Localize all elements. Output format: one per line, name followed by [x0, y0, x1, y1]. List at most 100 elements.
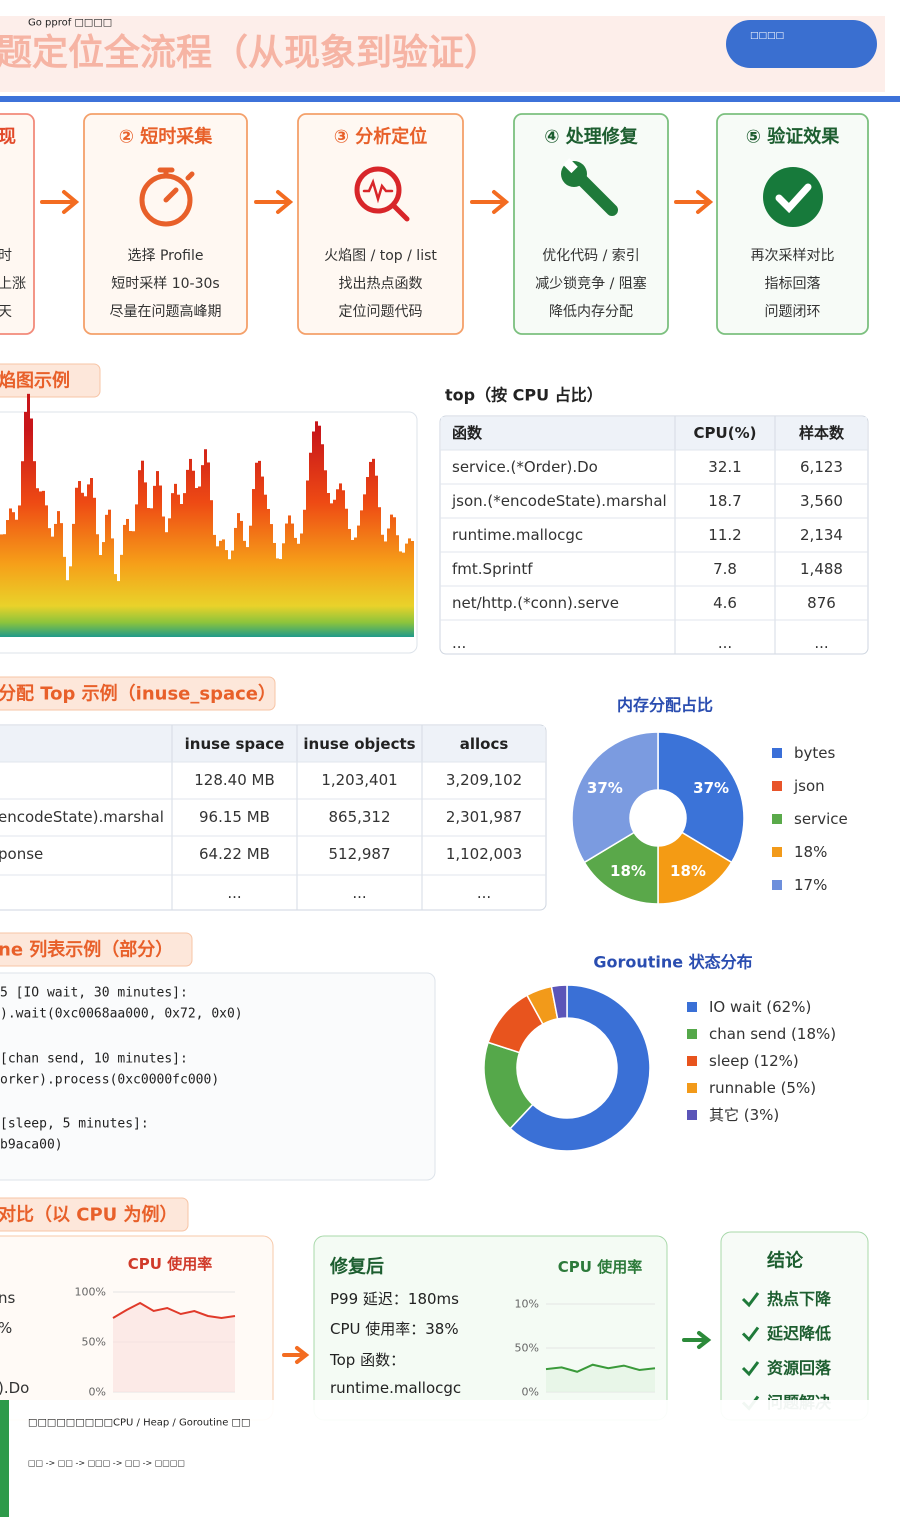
table-header-cell: allocs [460, 735, 509, 753]
legend-swatch [687, 1110, 697, 1120]
flame-column [369, 461, 372, 637]
card-line: runtime.mallocgc [330, 1379, 461, 1397]
flame-column [396, 535, 399, 637]
chart-title: CPU 使用率 [558, 1258, 642, 1276]
step-title: ② 短时采集 [119, 126, 214, 148]
section-pill [0, 363, 101, 398]
flame-column [261, 476, 264, 637]
step-line: 降低内存分配 [549, 304, 633, 320]
line [545, 1363, 656, 1373]
table-cell: fmt.Sprintf [452, 560, 533, 578]
table-header [0, 726, 545, 762]
flame-column [90, 478, 93, 637]
table-header-cell: inuse space [185, 735, 285, 753]
y-tick-label: 0% [522, 1386, 539, 1399]
card-line: ).Do [0, 1379, 29, 1397]
wrench-icon [561, 158, 618, 216]
flame-column [129, 531, 132, 637]
table-cell: ... [718, 634, 732, 652]
flame-column [156, 471, 159, 637]
y-tick-label: 50% [82, 1336, 106, 1349]
flame-column [402, 552, 405, 637]
flame-column [60, 523, 63, 637]
step-line: 再次采样对比 [751, 248, 835, 264]
legend-swatch [687, 1002, 697, 1012]
table-cell: 865,312 [328, 808, 390, 826]
footer-panel [0, 1400, 900, 1517]
card-title: 结论 [767, 1250, 804, 1272]
flame-column [3, 534, 6, 637]
legend-label: sleep (12%) [709, 1052, 799, 1070]
conclusion-item: 热点下降 [767, 1290, 832, 1309]
flame-column [216, 546, 219, 637]
flame-column [57, 511, 60, 637]
table-cell: json.(*encodeState).marshal [451, 492, 667, 510]
slice [550, 984, 568, 1020]
flame-column [36, 488, 39, 637]
table-cell: 4.6 [713, 594, 737, 612]
legend-label: 17% [794, 876, 827, 894]
section-pill [0, 932, 193, 967]
table-cell: ... [477, 884, 491, 902]
table-header-cell: CPU(%) [694, 424, 757, 442]
section-pill [0, 1197, 189, 1232]
code-line: [chan send, 10 minutes]: [0, 1052, 188, 1067]
analyze-icon [354, 166, 410, 222]
flame-column [153, 485, 156, 637]
code-panel [0, 972, 436, 1181]
flame-column [291, 523, 294, 637]
footer-accent [0, 1400, 9, 1517]
step-line: 短时采样 10-30s [111, 276, 219, 292]
flame-column [69, 566, 72, 637]
flame-column [267, 508, 270, 637]
flame-column [165, 532, 168, 637]
flame-column [360, 510, 363, 637]
flame-column [132, 531, 135, 637]
flame-column [30, 418, 33, 637]
flame-column [81, 492, 84, 637]
legend-label: IO wait (62%) [709, 998, 811, 1016]
flame-column [105, 514, 108, 637]
slice-label: 18% [610, 862, 646, 880]
flame-column [189, 458, 192, 637]
flame-column [93, 497, 96, 637]
step-line: 找出热点函数 [339, 276, 423, 292]
table-cell: ponse [0, 845, 43, 863]
legend-swatch [687, 1029, 697, 1039]
code-line: 5 [IO wait, 30 minutes]: [0, 986, 188, 1001]
header-button[interactable] [726, 20, 877, 68]
flame-column [18, 505, 21, 637]
flame-column [42, 490, 45, 637]
step-line: 上涨 [0, 276, 26, 292]
flame-column [198, 486, 201, 637]
step-line: 指标回落 [765, 276, 821, 292]
card-line: % [0, 1319, 12, 1337]
flame-column [201, 465, 204, 637]
legend-label: json [793, 777, 825, 795]
y-tick-label: 10% [515, 1298, 539, 1311]
page-title: 题定位全流程（从现象到验证） [0, 32, 500, 74]
legend-swatch [772, 847, 782, 857]
table-cell: ... [452, 634, 466, 652]
flame-column [219, 540, 222, 637]
section-title: 分配 Top 示例（inuse_space） [0, 683, 276, 705]
flame-column [96, 534, 99, 637]
flame-column [381, 534, 384, 637]
code-line: orker).process(0xc0000fc000) [0, 1073, 219, 1088]
flame-column [21, 461, 24, 637]
table-header-cell: inuse objects [303, 735, 415, 753]
flame-column [330, 503, 333, 637]
table-cell: 2,134 [800, 526, 843, 544]
table-cell: 128.40 MB [194, 771, 275, 789]
table-cell: 18.7 [708, 492, 741, 510]
line-area [113, 1303, 235, 1392]
step-line: 火焰图 / top / list [324, 248, 437, 264]
flame-column [24, 411, 27, 637]
flame-column [87, 484, 90, 637]
flame-column [195, 487, 198, 637]
section-title: ne 列表示例（部分） [0, 939, 173, 961]
check-icon [763, 167, 823, 227]
flame-column [0, 534, 3, 637]
flame-column [6, 520, 9, 637]
